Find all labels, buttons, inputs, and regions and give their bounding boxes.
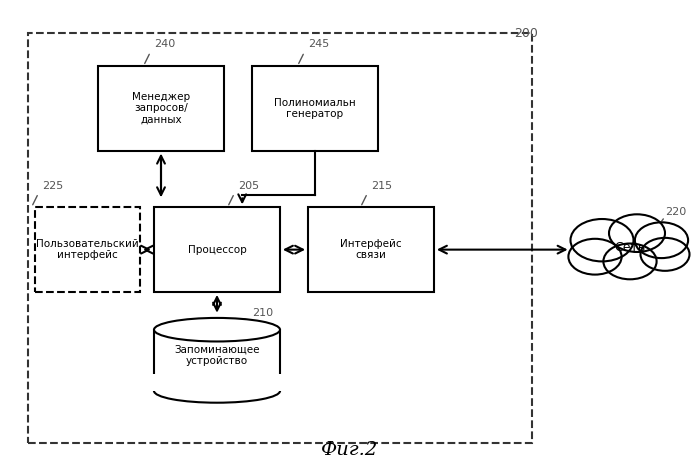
Text: 210: 210	[252, 308, 273, 318]
Text: 200: 200	[514, 27, 538, 40]
FancyBboxPatch shape	[98, 66, 224, 151]
Text: Полиномиальн
генератор: Полиномиальн генератор	[274, 97, 356, 119]
FancyBboxPatch shape	[147, 374, 287, 391]
Text: Менеджер
запросов/
данных: Менеджер запросов/ данных	[132, 92, 190, 125]
Text: Процессор: Процессор	[188, 244, 246, 255]
Circle shape	[603, 244, 657, 279]
FancyBboxPatch shape	[35, 207, 140, 292]
Circle shape	[609, 214, 665, 252]
Text: 240: 240	[154, 40, 175, 49]
Text: Фиг.2: Фиг.2	[321, 441, 379, 459]
Text: Сеть: Сеть	[615, 241, 645, 254]
FancyBboxPatch shape	[154, 207, 280, 292]
Text: Запоминающее
устройство: Запоминающее устройство	[174, 345, 260, 366]
Circle shape	[568, 239, 622, 275]
Ellipse shape	[154, 318, 280, 341]
Circle shape	[635, 222, 688, 258]
Text: 205: 205	[238, 181, 259, 191]
Circle shape	[640, 238, 690, 271]
Circle shape	[570, 219, 634, 261]
Text: 220: 220	[665, 207, 686, 217]
Ellipse shape	[154, 379, 280, 403]
FancyBboxPatch shape	[154, 330, 280, 391]
Text: Интерфейс
связи: Интерфейс связи	[340, 239, 402, 260]
Text: 215: 215	[371, 181, 392, 191]
FancyBboxPatch shape	[308, 207, 434, 292]
Text: 225: 225	[42, 181, 63, 191]
Text: 245: 245	[308, 40, 329, 49]
Text: Пользовательский
интерфейс: Пользовательский интерфейс	[36, 239, 139, 260]
FancyBboxPatch shape	[252, 66, 378, 151]
